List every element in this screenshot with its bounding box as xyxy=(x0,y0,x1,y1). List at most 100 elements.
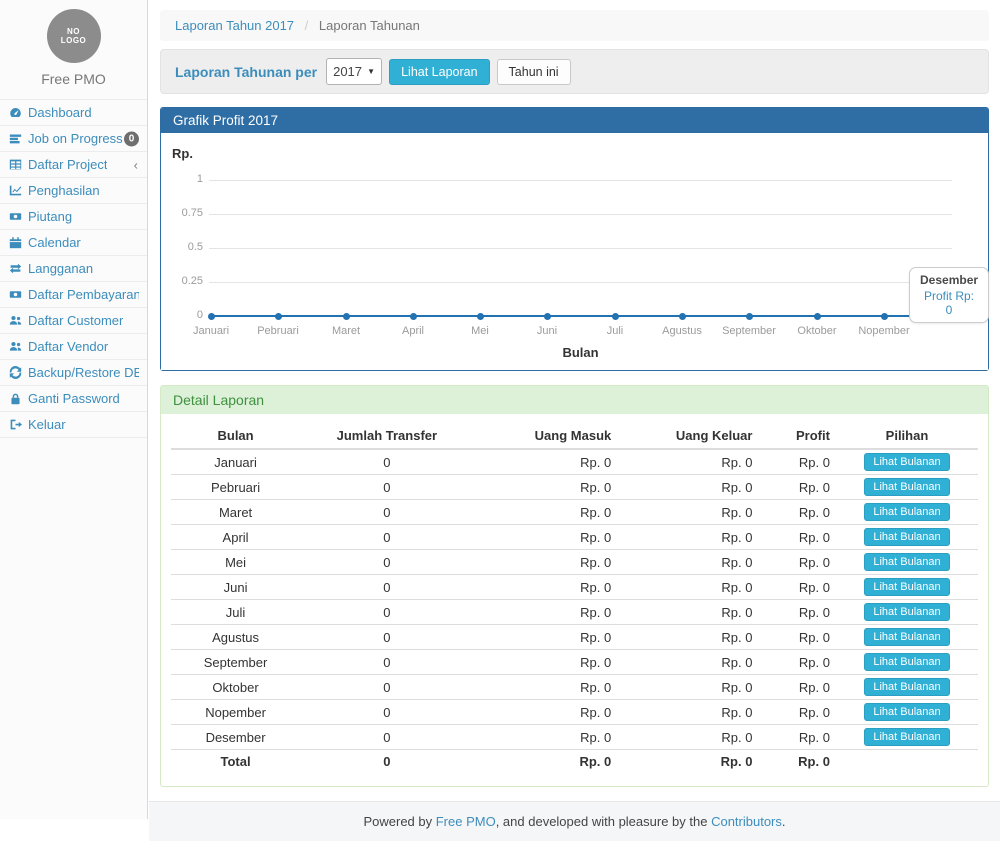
data-point xyxy=(611,313,619,320)
sidebar-item-job-on-progress[interactable]: Job on Progress 0 xyxy=(0,126,147,152)
tooltip-title: Desember xyxy=(920,273,979,287)
lihat-bulanan-button[interactable]: Lihat Bulanan xyxy=(864,628,950,646)
bulan-cell: Pebruari xyxy=(171,474,301,500)
users-icon xyxy=(8,340,22,353)
lock-icon xyxy=(8,392,22,405)
sidebar-item-daftar-pembayaran[interactable]: Daftar Pembayaran xyxy=(0,282,147,308)
transfer-cell: 0 xyxy=(300,724,474,750)
sidebar-item-langganan[interactable]: Langganan xyxy=(0,256,147,282)
tahun-ini-button[interactable]: Tahun ini xyxy=(496,58,571,85)
profit-cell: Rp. 0 xyxy=(758,699,836,725)
profit-cell: Rp. 0 xyxy=(758,574,836,600)
bulan-cell: Oktober xyxy=(171,674,301,700)
chart-tooltip: Desember Profit Rp: 0 xyxy=(909,267,990,323)
gridline xyxy=(209,180,952,181)
table-header-row: Bulan Jumlah Transfer Uang Masuk Uang Ke… xyxy=(171,423,978,450)
lihat-bulanan-button[interactable]: Lihat Bulanan xyxy=(864,678,950,696)
sidebar-item-dashboard[interactable]: Dashboard xyxy=(0,100,147,126)
profit-cell: Rp. 0 xyxy=(798,454,830,470)
uang-masuk-cell: Rp. 0 xyxy=(473,499,618,525)
total-empty-cell xyxy=(835,749,978,774)
logo-text: NO LOGO xyxy=(60,27,87,45)
gridline xyxy=(209,214,952,215)
table-row: Nopember 0 Rp. 0 Rp. 0 Rp. 0 Lihat Bulan… xyxy=(171,699,978,725)
transfer-cell: 0 xyxy=(300,524,474,550)
transfer-cell: 0 xyxy=(300,474,474,500)
bulan-cell: Januari xyxy=(214,454,257,470)
x-tick: Mei xyxy=(471,325,489,337)
lihat-bulanan-button[interactable]: Lihat Bulanan xyxy=(864,703,950,721)
uang-keluar-cell: Rp. 0 xyxy=(617,699,759,725)
transfer-cell: 0 xyxy=(300,549,474,575)
bulan-cell: Juni xyxy=(171,574,301,600)
sidebar-item-backup-restore-db[interactable]: Backup/Restore DB xyxy=(0,360,147,386)
lihat-laporan-button[interactable]: Lihat Laporan xyxy=(389,58,490,85)
table-total-row: Total 0 Rp. 0 Rp. 0 Rp. 0 xyxy=(171,749,978,774)
uang-masuk-cell: Rp. 0 xyxy=(473,524,618,550)
sidebar-item-label: Dashboard xyxy=(28,105,92,120)
sidebar-item-label: Ganti Password xyxy=(28,391,120,406)
x-tick: Oktober xyxy=(797,325,837,337)
lihat-bulanan-button[interactable]: Lihat Bulanan xyxy=(864,503,950,521)
year-select[interactable]: 2017 ▼ xyxy=(326,58,383,85)
uang-masuk-cell: Rp. 0 xyxy=(473,699,618,725)
sidebar-menu: Dashboard Job on Progress 0 Daftar Proje… xyxy=(0,99,147,438)
uang-masuk-cell: Rp. 0 xyxy=(473,549,618,575)
uang-masuk-cell: Rp. 0 xyxy=(473,724,618,750)
money-icon xyxy=(8,288,22,301)
free-pmo-link[interactable]: Free PMO xyxy=(435,813,496,829)
sidebar-item-piutang[interactable]: Piutang xyxy=(0,204,147,230)
uang-keluar-cell: Rp. 0 xyxy=(617,624,759,650)
bulan-cell: Maret xyxy=(171,499,301,525)
users-icon xyxy=(8,314,22,327)
breadcrumb-link-laporan-tahun[interactable]: Laporan Tahun 2017 xyxy=(175,18,295,33)
contributors-link[interactable]: Contributors xyxy=(711,813,782,829)
sidebar-item-ganti-password[interactable]: Ganti Password xyxy=(0,386,147,412)
uang-masuk-cell: Rp. 0 xyxy=(473,674,618,700)
sidebar-item-daftar-project[interactable]: Daftar Project ‹ xyxy=(0,152,147,178)
data-point xyxy=(476,313,484,320)
breadcrumb-current: Laporan Tahunan xyxy=(318,18,420,33)
table-row: Maret 0 Rp. 0 Rp. 0 Rp. 0 Lihat Bulanan xyxy=(171,499,978,525)
lihat-bulanan-button[interactable]: Lihat Bulanan xyxy=(864,653,950,671)
sidebar-item-keluar[interactable]: Keluar xyxy=(0,412,147,438)
transfer-cell: 0 xyxy=(300,499,474,525)
sidebar-item-daftar-customer[interactable]: Daftar Customer xyxy=(0,308,147,334)
data-point xyxy=(274,313,282,320)
bulan-cell: April xyxy=(171,524,301,550)
bulan-cell: Desember xyxy=(171,724,301,750)
uang-masuk-cell: Rp. 0 xyxy=(473,599,618,625)
x-axis-title: Bulan xyxy=(562,345,599,360)
sidebar-item-label: Job on Progress xyxy=(28,131,123,146)
sidebar-item-penghasilan[interactable]: Penghasilan xyxy=(0,178,147,204)
lihat-bulanan-button[interactable]: Lihat Bulanan xyxy=(864,528,950,546)
lihat-bulanan-button[interactable]: Lihat Bulanan xyxy=(864,603,950,621)
lihat-bulanan-button[interactable]: Lihat Bulanan xyxy=(864,728,950,746)
sidebar-item-calendar[interactable]: Calendar xyxy=(0,230,147,256)
uang-keluar-cell: Rp. 0 xyxy=(617,674,759,700)
report-filter-bar: Laporan Tahunan per 2017 ▼ Lihat Laporan… xyxy=(160,49,989,94)
x-tick: Maret xyxy=(331,325,361,337)
data-point xyxy=(207,313,215,320)
tooltip-value: Profit Rp: 0 xyxy=(924,289,975,317)
table-row: April 0 Rp. 0 Rp. 0 Rp. 0 Lihat Bulanan xyxy=(171,524,978,550)
table-row: Januari 0 Rp. 0 Rp. 0 Rp. 0 Lihat Bulana… xyxy=(171,449,978,475)
page-footer: Powered by Free PMO, and developed with … xyxy=(149,800,1000,841)
data-point xyxy=(678,313,686,320)
lihat-bulanan-button[interactable]: Lihat Bulanan xyxy=(864,553,950,571)
bulan-cell: Juli xyxy=(171,599,301,625)
uang-masuk-cell: Rp. 0 xyxy=(473,474,618,500)
table-row: Mei 0 Rp. 0 Rp. 0 Rp. 0 Lihat Bulanan xyxy=(171,549,978,575)
calendar-icon xyxy=(8,236,22,249)
col-header-pilihan: Pilihan xyxy=(835,423,978,450)
bulan-cell: Agustus xyxy=(171,624,301,650)
laporan-table: Bulan Jumlah Transfer Uang Masuk Uang Ke… xyxy=(171,423,978,774)
y-tick: 1 xyxy=(196,173,203,185)
lihat-bulanan-button[interactable]: Lihat Bulanan xyxy=(864,578,950,596)
sidebar-item-daftar-vendor[interactable]: Daftar Vendor xyxy=(0,334,147,360)
tasks-icon xyxy=(8,132,22,145)
data-point xyxy=(543,313,551,320)
lihat-bulanan-button[interactable]: Lihat Bulanan xyxy=(864,478,950,496)
lihat-bulanan-button[interactable]: Lihat Bulanan xyxy=(864,453,950,471)
x-tick: Juni xyxy=(536,325,558,337)
